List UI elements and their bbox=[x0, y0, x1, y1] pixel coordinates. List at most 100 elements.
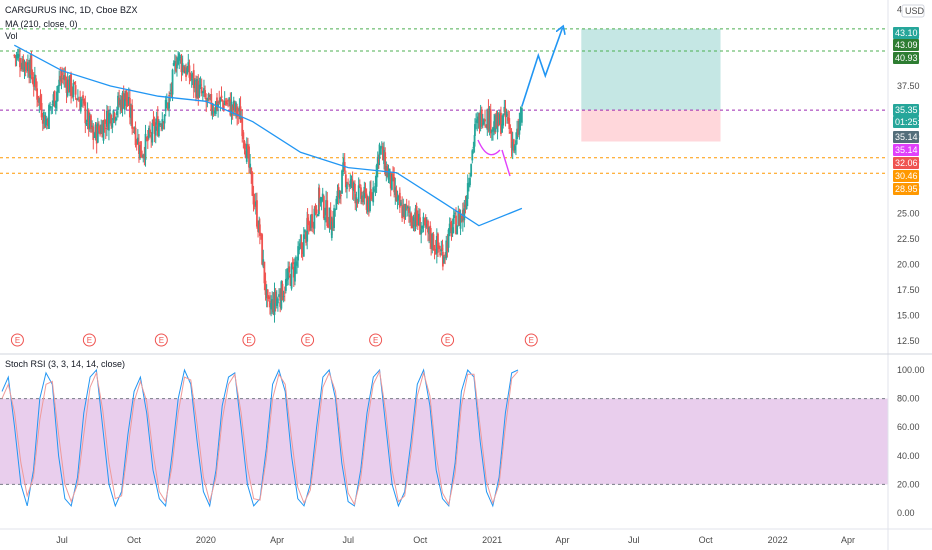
candle-body[interactable] bbox=[203, 88, 205, 93]
candle-body[interactable] bbox=[502, 113, 505, 126]
candle-body[interactable] bbox=[210, 94, 213, 111]
earnings-marker[interactable]: E bbox=[524, 333, 538, 347]
candle-body[interactable] bbox=[312, 224, 315, 226]
candle-body[interactable] bbox=[226, 103, 228, 105]
candle-body[interactable] bbox=[396, 196, 399, 201]
candle-body[interactable] bbox=[272, 300, 275, 313]
candle-body[interactable] bbox=[132, 127, 135, 129]
candle-body[interactable] bbox=[14, 55, 17, 58]
candle-body[interactable] bbox=[338, 191, 341, 199]
candle-body[interactable] bbox=[414, 208, 417, 230]
candle-body[interactable] bbox=[395, 189, 398, 202]
earnings-marker[interactable]: E bbox=[82, 333, 96, 347]
candle-body[interactable] bbox=[229, 99, 232, 116]
candle-body[interactable] bbox=[85, 122, 88, 125]
candle-body[interactable] bbox=[211, 110, 214, 115]
candle-body[interactable] bbox=[256, 200, 258, 227]
candle-body[interactable] bbox=[260, 233, 262, 236]
candle-body[interactable] bbox=[403, 204, 406, 220]
candle-body[interactable] bbox=[64, 75, 67, 81]
candle-body[interactable] bbox=[125, 90, 128, 102]
candle-body[interactable] bbox=[484, 119, 486, 122]
candle-body[interactable] bbox=[31, 76, 34, 83]
candle-body[interactable] bbox=[219, 97, 222, 103]
candle-body[interactable] bbox=[486, 110, 489, 130]
candle-body[interactable] bbox=[173, 61, 176, 65]
candle-body[interactable] bbox=[156, 116, 159, 136]
candle-body[interactable] bbox=[150, 135, 153, 139]
candle-body[interactable] bbox=[286, 278, 288, 282]
candle-body[interactable] bbox=[254, 202, 257, 205]
candle-body[interactable] bbox=[370, 189, 372, 199]
candle-body[interactable] bbox=[478, 113, 481, 129]
candle-body[interactable] bbox=[378, 144, 381, 159]
candle-body[interactable] bbox=[131, 105, 134, 129]
candle-body[interactable] bbox=[232, 100, 235, 108]
candle-body[interactable] bbox=[510, 130, 513, 148]
candle-body[interactable] bbox=[438, 245, 440, 250]
candle-body[interactable] bbox=[217, 104, 220, 108]
pattern-arc[interactable] bbox=[477, 139, 501, 156]
candle-body[interactable] bbox=[280, 281, 283, 309]
candle-body[interactable] bbox=[516, 128, 518, 139]
candle-body[interactable] bbox=[298, 246, 301, 251]
candle-body[interactable] bbox=[452, 214, 455, 225]
candle-body[interactable] bbox=[339, 194, 342, 197]
candle-body[interactable] bbox=[242, 132, 245, 140]
candle-body[interactable] bbox=[32, 80, 35, 87]
candle-body[interactable] bbox=[462, 209, 465, 219]
candle-body[interactable] bbox=[172, 62, 175, 66]
candle-body[interactable] bbox=[393, 177, 396, 193]
candle-body[interactable] bbox=[300, 242, 303, 249]
candle-body[interactable] bbox=[16, 53, 19, 59]
candle-body[interactable] bbox=[158, 122, 160, 137]
price-badge[interactable]: 32.06 bbox=[893, 157, 919, 169]
candle-body[interactable] bbox=[115, 111, 118, 116]
candle-body[interactable] bbox=[123, 99, 126, 110]
price-badge[interactable]: 40.93 bbox=[893, 52, 919, 64]
candle-body[interactable] bbox=[336, 190, 339, 198]
candle-body[interactable] bbox=[93, 136, 96, 138]
price-badge[interactable]: 01:25:16 bbox=[893, 116, 930, 128]
candle-body[interactable] bbox=[193, 80, 196, 85]
candle-body[interactable] bbox=[58, 79, 61, 87]
candle-body[interactable] bbox=[398, 196, 401, 208]
ma-legend[interactable]: MA (210, close, 0) bbox=[5, 19, 78, 29]
candle-body[interactable] bbox=[36, 88, 38, 100]
candle-body[interactable] bbox=[136, 137, 139, 145]
candle-body[interactable] bbox=[71, 92, 74, 95]
earnings-marker[interactable]: E bbox=[369, 333, 383, 347]
candle-body[interactable] bbox=[247, 145, 249, 150]
candle-body[interactable] bbox=[319, 197, 322, 204]
candle-body[interactable] bbox=[185, 67, 187, 77]
candle-body[interactable] bbox=[458, 210, 461, 226]
candle-body[interactable] bbox=[126, 100, 129, 107]
candle-body[interactable] bbox=[88, 115, 91, 129]
candle-body[interactable] bbox=[443, 256, 445, 263]
candle-body[interactable] bbox=[109, 112, 111, 117]
candle-body[interactable] bbox=[104, 127, 107, 129]
candle-body[interactable] bbox=[231, 105, 234, 111]
candle-body[interactable] bbox=[364, 188, 367, 194]
candle-body[interactable] bbox=[467, 182, 470, 187]
stop-zone[interactable] bbox=[581, 110, 721, 142]
candle-body[interactable] bbox=[39, 95, 42, 106]
candle-body[interactable] bbox=[127, 96, 130, 104]
candle-body[interactable] bbox=[143, 154, 146, 159]
candle-body[interactable] bbox=[66, 79, 69, 96]
candle-body[interactable] bbox=[128, 97, 131, 118]
candle-body[interactable] bbox=[511, 141, 514, 151]
candle-body[interactable] bbox=[497, 113, 500, 127]
candle-body[interactable] bbox=[448, 223, 451, 234]
candle-body[interactable] bbox=[379, 147, 382, 149]
candle-body[interactable] bbox=[140, 141, 142, 158]
candle-body[interactable] bbox=[199, 84, 202, 86]
price-badge[interactable]: 35.35 bbox=[893, 104, 919, 116]
candle-body[interactable] bbox=[195, 81, 197, 98]
candle-body[interactable] bbox=[200, 87, 203, 94]
candle-body[interactable] bbox=[333, 208, 335, 228]
target-zone[interactable] bbox=[581, 28, 721, 111]
earnings-marker[interactable]: E bbox=[10, 333, 24, 347]
candle-body[interactable] bbox=[264, 280, 267, 295]
candle-body[interactable] bbox=[237, 114, 240, 116]
